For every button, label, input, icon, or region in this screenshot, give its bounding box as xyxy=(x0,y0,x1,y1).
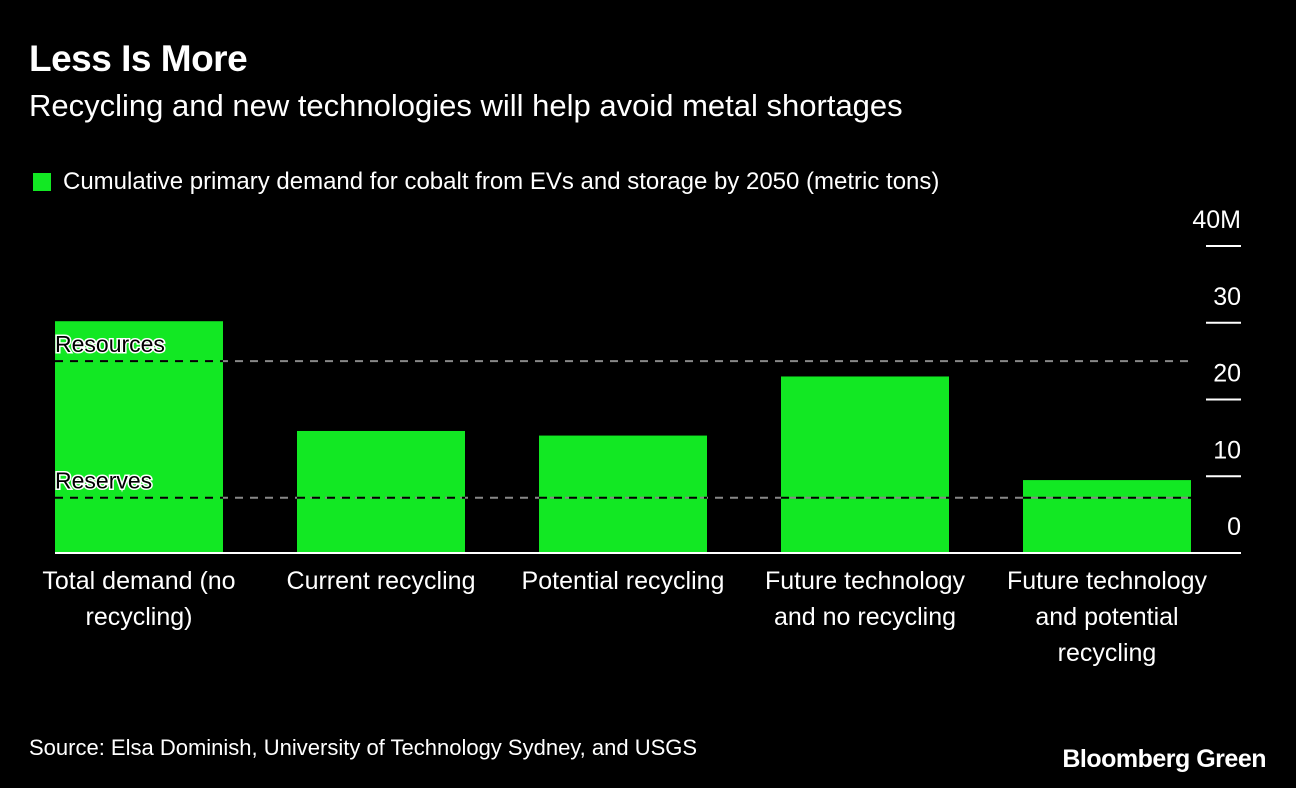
y-tick-label-40: 40M xyxy=(1192,206,1241,234)
bar-5 xyxy=(1023,480,1191,553)
x-tick-label: Future technology and no recycling xyxy=(764,567,966,631)
bar-3 xyxy=(539,435,707,553)
bar-1 xyxy=(55,321,223,553)
source-note: Source: Elsa Dominish, University of Tec… xyxy=(29,735,698,760)
x-tick-label: Total demand (no recycling) xyxy=(42,567,236,631)
legend: Cumulative primary demand for cobalt fro… xyxy=(33,168,939,196)
chart-subtitle: Recycling and new technologies will help… xyxy=(29,88,903,123)
y-tick-label-30: 30 xyxy=(1213,283,1241,311)
chart-title: Less Is More xyxy=(29,38,248,79)
x-tick-label: Current recycling xyxy=(286,567,476,595)
ref-label-resources: Resources xyxy=(55,331,165,357)
y-tick-label-20: 20 xyxy=(1213,360,1241,388)
brand-logo: Bloomberg Green xyxy=(1062,745,1266,773)
ref-label-reserves: Reserves xyxy=(55,468,152,494)
y-tick-label-0: 0 xyxy=(1227,513,1241,541)
y-tick-label-10: 10 xyxy=(1213,436,1241,464)
legend-swatch xyxy=(33,173,51,191)
bar-2 xyxy=(297,430,465,553)
bar-4 xyxy=(781,376,949,553)
x-tick-label: Future technology and potential recyclin… xyxy=(1006,567,1208,667)
legend-label: Cumulative primary demand for cobalt fro… xyxy=(63,168,940,195)
x-tick-label: Potential recycling xyxy=(521,567,725,595)
